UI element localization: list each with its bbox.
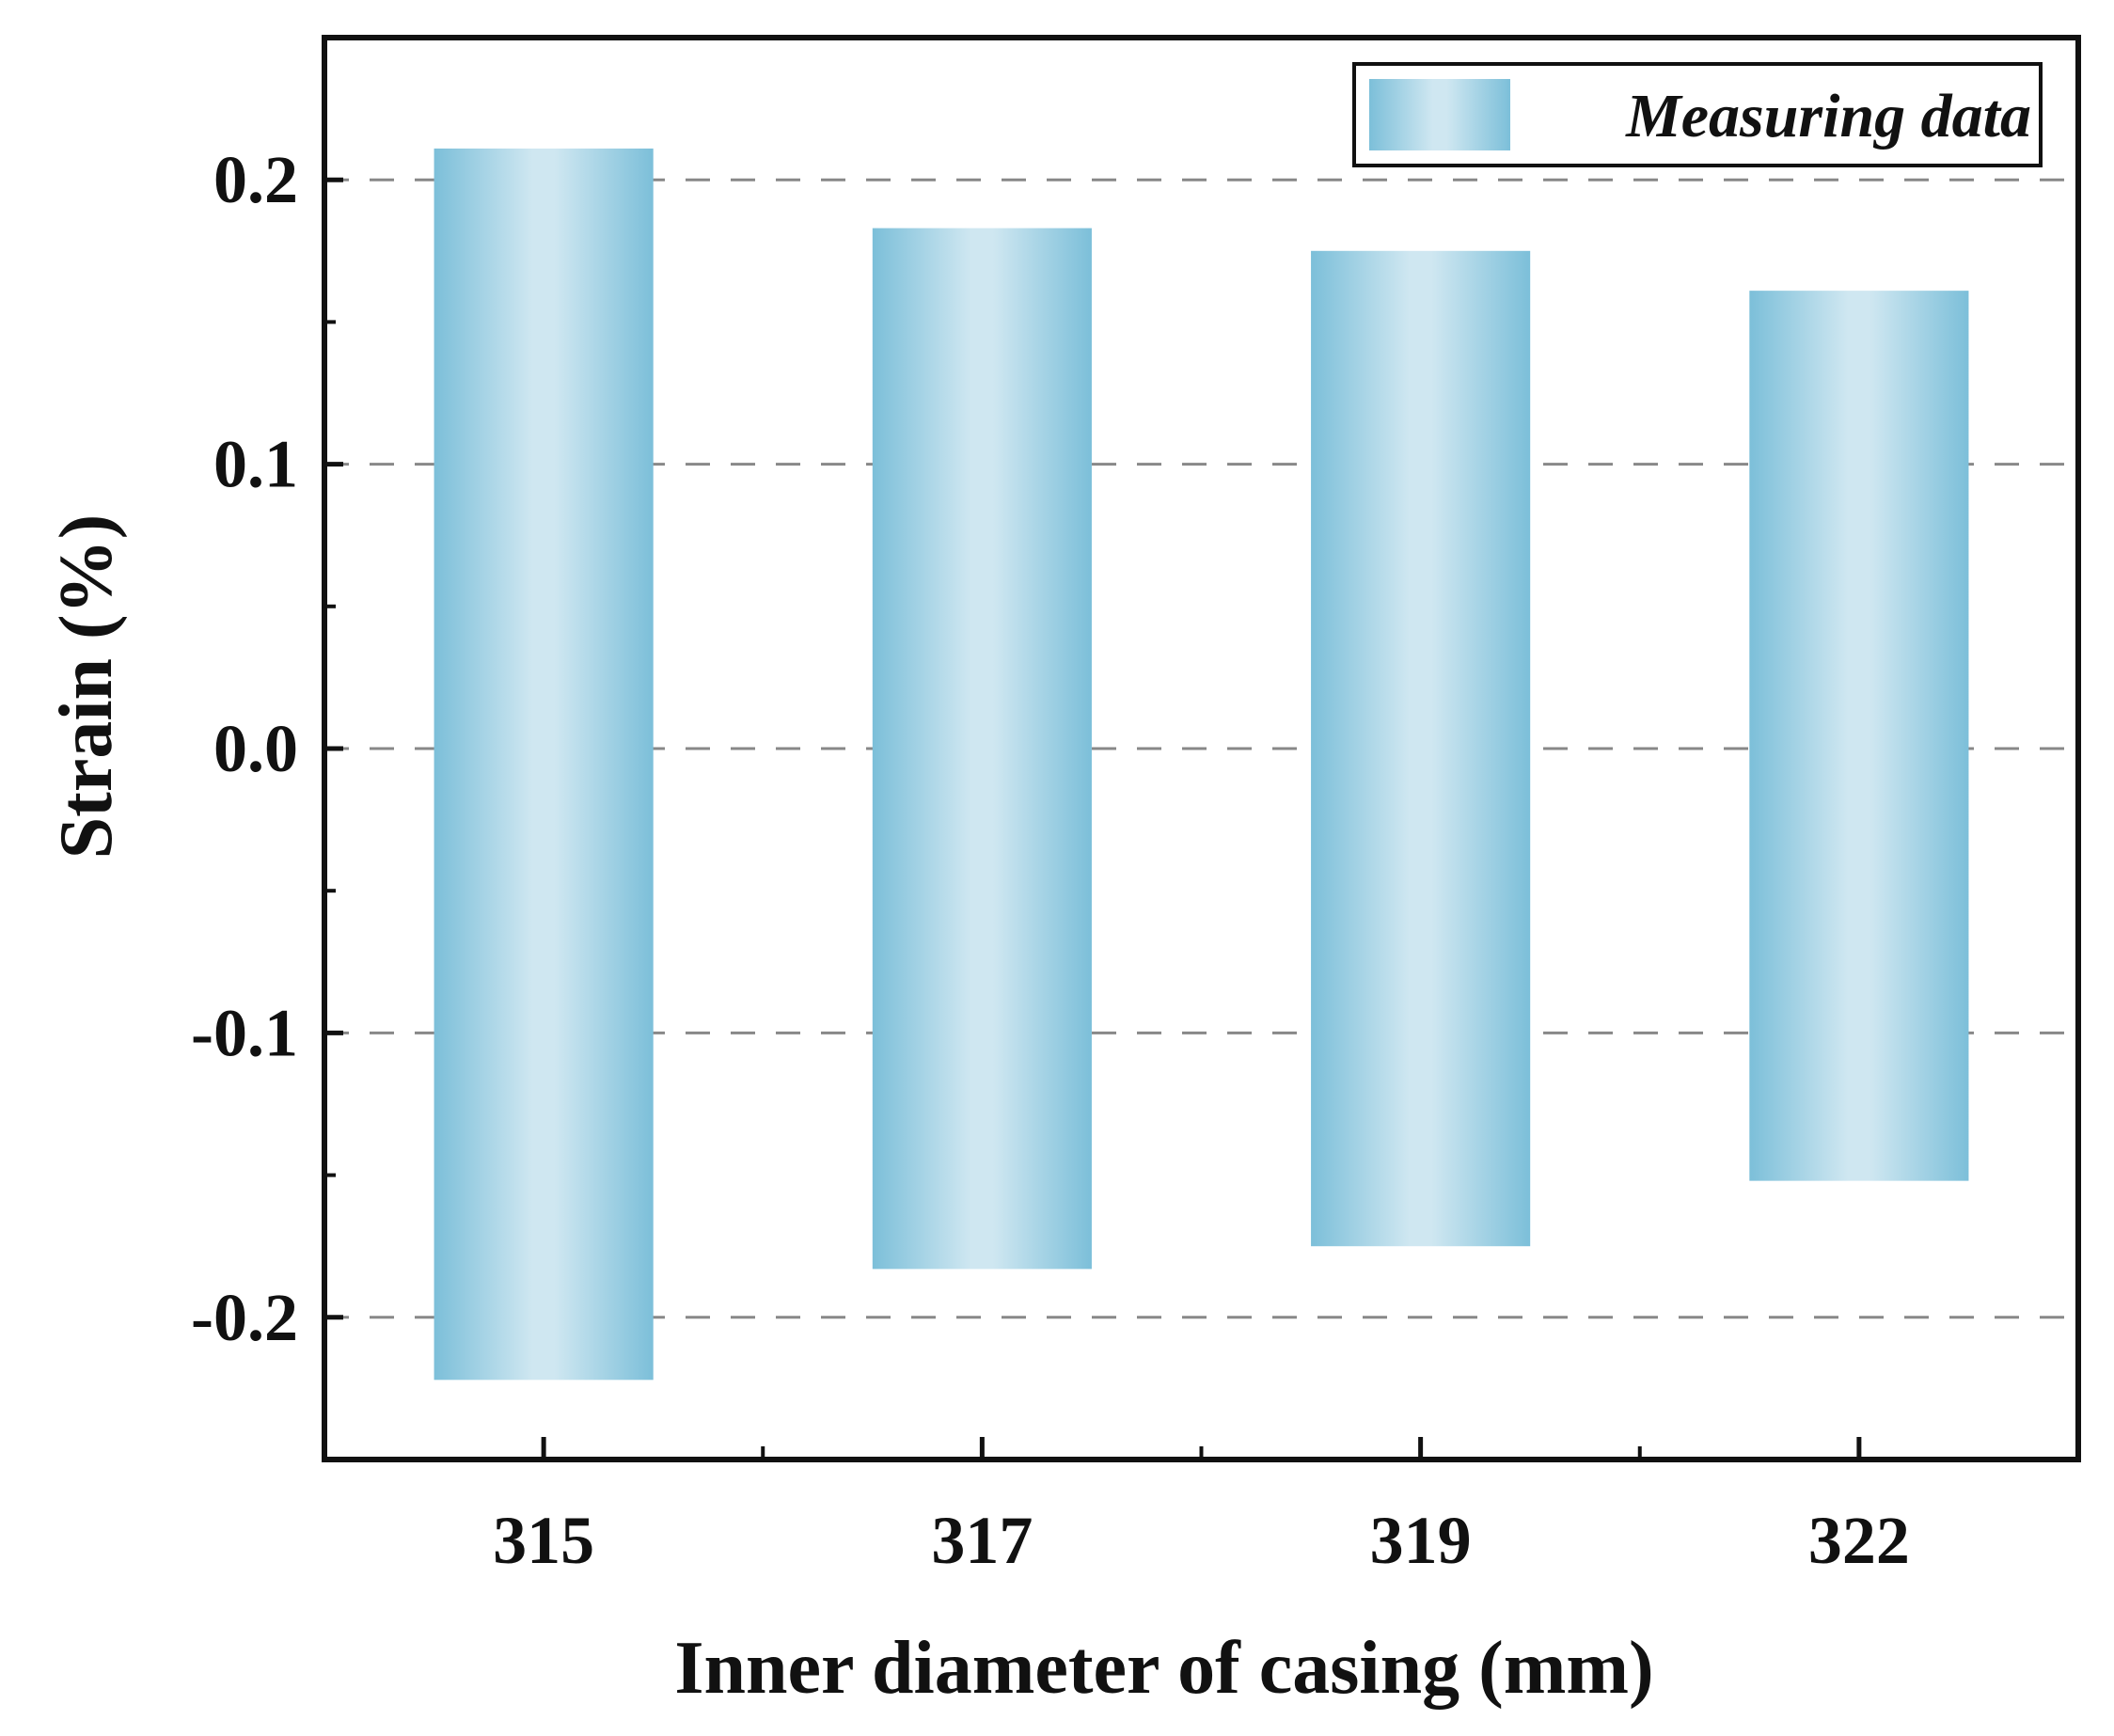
- x-tick-label: 315: [493, 1503, 594, 1578]
- x-tick-label: 319: [1370, 1503, 1472, 1578]
- bars: [434, 148, 1969, 1381]
- x-tick-label: 317: [931, 1503, 1033, 1578]
- y-axis-ticks: -0.2 -0.1 0.0 0.1 0.2: [191, 36, 343, 1461]
- bar-315: [434, 148, 654, 1381]
- y-tick-label: 0.1: [213, 427, 298, 502]
- y-tick-label: 0.2: [213, 142, 298, 217]
- legend-label: Measuring data: [1625, 82, 2031, 150]
- x-axis-ticks: 315 317 319 322: [493, 1437, 1910, 1578]
- legend-swatch: [1369, 79, 1510, 150]
- legend: Measuring data: [1352, 62, 2043, 167]
- bar-319: [1311, 250, 1531, 1247]
- y-tick-label: -0.1: [191, 995, 298, 1070]
- y-tick-label: 0.0: [213, 711, 298, 786]
- x-tick-label: 322: [1808, 1503, 1910, 1578]
- bar-317: [872, 228, 1092, 1270]
- bar-322: [1749, 291, 1969, 1181]
- y-axis-title: Strain (%): [45, 514, 128, 860]
- y-tick-label: -0.2: [191, 1280, 298, 1355]
- x-axis-title: Inner diameter of casing (mm): [674, 1627, 1653, 1710]
